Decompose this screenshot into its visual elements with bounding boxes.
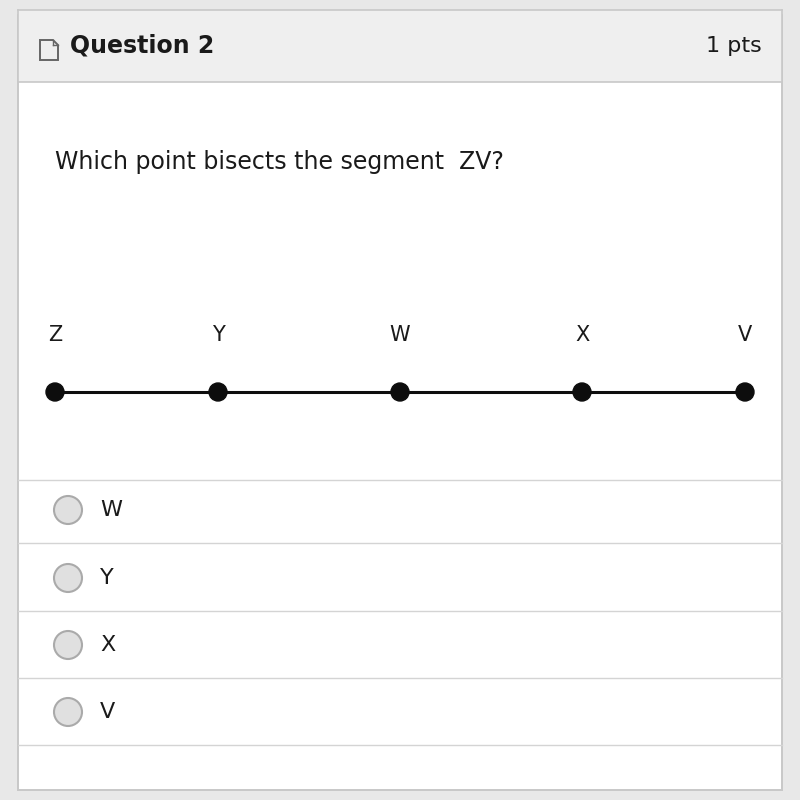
Text: Z: Z (48, 325, 62, 345)
Text: V: V (738, 325, 752, 345)
Text: W: W (100, 500, 122, 520)
Circle shape (736, 383, 754, 401)
Circle shape (54, 631, 82, 659)
Text: Question 2: Question 2 (70, 34, 214, 58)
Text: Y: Y (211, 325, 225, 345)
Circle shape (54, 564, 82, 592)
Text: Y: Y (100, 568, 114, 588)
Circle shape (54, 496, 82, 524)
Text: 1 pts: 1 pts (706, 36, 762, 56)
Circle shape (573, 383, 591, 401)
FancyBboxPatch shape (18, 15, 782, 790)
Circle shape (54, 698, 82, 726)
FancyBboxPatch shape (18, 10, 782, 82)
Text: V: V (100, 702, 115, 722)
Circle shape (209, 383, 227, 401)
Text: X: X (100, 635, 115, 655)
Polygon shape (40, 40, 58, 60)
Text: W: W (390, 325, 410, 345)
Text: X: X (575, 325, 589, 345)
Circle shape (391, 383, 409, 401)
Text: Which point bisects the segment  ZV?: Which point bisects the segment ZV? (55, 150, 504, 174)
Circle shape (46, 383, 64, 401)
